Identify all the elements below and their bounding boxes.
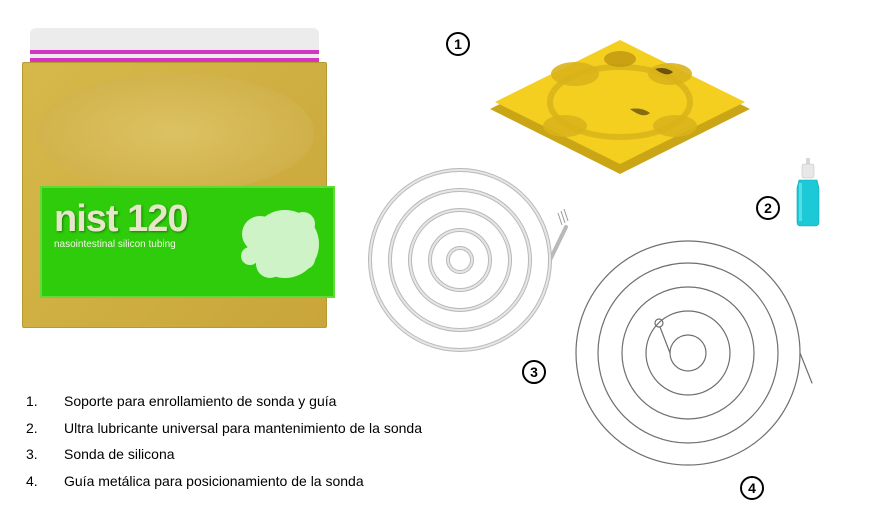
callout-4-num: 4 xyxy=(748,480,756,496)
callout-4: 4 xyxy=(740,476,764,500)
legend-num: 1. xyxy=(26,388,46,415)
legend-item: 4. Guía metálica para posicionamiento de… xyxy=(26,468,422,495)
callout-1-num: 1 xyxy=(454,36,462,52)
callout-1: 1 xyxy=(446,32,470,56)
label-text-wrap: nist 120 nasointestinal silicon tubing xyxy=(54,198,188,250)
label-title: nist 120 xyxy=(54,198,188,241)
callout-2: 2 xyxy=(756,196,780,220)
lubricant-bottle-graphic xyxy=(793,158,823,228)
legend-item: 3. Sonda de silicona xyxy=(26,441,422,468)
legend-num: 3. xyxy=(26,441,46,468)
legend: 1. Soporte para enrollamiento de sonda y… xyxy=(26,388,422,494)
legend-text: Ultra lubricante universal para mantenim… xyxy=(64,415,422,442)
callout-2-num: 2 xyxy=(764,200,772,216)
legend-num: 4. xyxy=(26,468,46,495)
legend-item: 2. Ultra lubricante universal para mante… xyxy=(26,415,422,442)
legend-item: 1. Soporte para enrollamiento de sonda y… xyxy=(26,388,422,415)
legend-num: 2. xyxy=(26,415,46,442)
legend-text: Guía metálica para posicionamiento de la… xyxy=(64,468,364,495)
callout-3: 3 xyxy=(522,360,546,384)
guide-wire-graphic xyxy=(560,235,815,475)
label-graphic xyxy=(225,194,325,294)
label-subtitle: nasointestinal silicon tubing xyxy=(54,239,188,250)
callout-3-num: 3 xyxy=(530,364,538,380)
silicone-tube-graphic xyxy=(350,155,570,365)
package-coil-shadow xyxy=(37,73,314,193)
zipper-line xyxy=(30,50,319,54)
legend-text: Soporte para enrollamiento de sonda y gu… xyxy=(64,388,336,415)
package-label: nist 120 nasointestinal silicon tubing xyxy=(40,186,335,298)
product-package: nist 120 nasointestinal silicon tubing xyxy=(22,28,327,328)
legend-text: Sonda de silicona xyxy=(64,441,175,468)
